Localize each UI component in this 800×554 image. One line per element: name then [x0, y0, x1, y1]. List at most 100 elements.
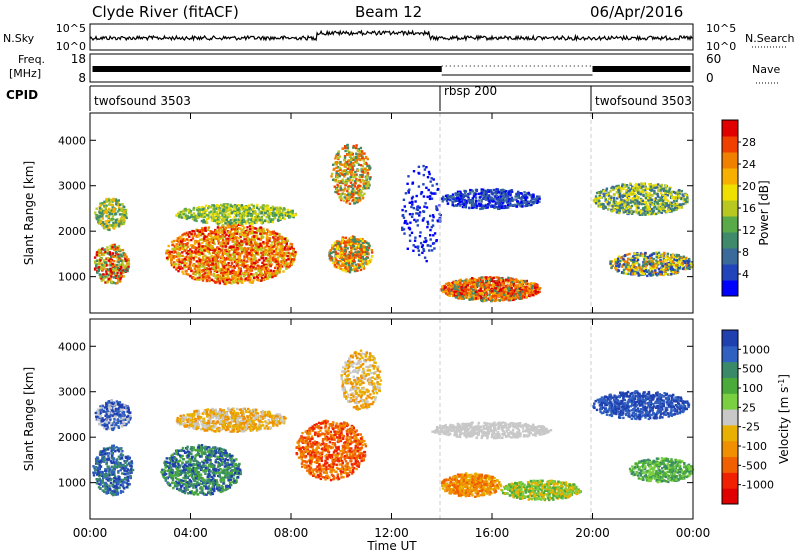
data-cell: [208, 252, 211, 255]
data-cell: [458, 200, 461, 204]
data-cell: [442, 195, 445, 199]
data-cell: [277, 252, 280, 255]
data-cell: [235, 259, 239, 263]
data-cell: [268, 233, 272, 236]
data-cell: [189, 254, 192, 257]
data-cell: [476, 293, 480, 296]
data-cell: [271, 220, 275, 224]
data-cell: [507, 276, 510, 280]
data-cell: [226, 267, 230, 271]
data-cell: [446, 194, 449, 197]
data-cell: [95, 263, 98, 266]
data-cell: [182, 248, 185, 251]
data-cell: [257, 266, 260, 270]
data-cell: [192, 256, 195, 260]
data-cell: [455, 287, 458, 290]
data-cell: [257, 237, 260, 241]
data-cell: [235, 250, 238, 253]
data-cell: [510, 189, 513, 192]
data-cell: [177, 251, 180, 254]
data-cell: [248, 206, 251, 210]
data-cell: [175, 268, 178, 271]
data-cell: [218, 251, 221, 254]
data-cell: [113, 245, 117, 248]
data-cell: [106, 268, 110, 271]
data-cell: [189, 274, 192, 278]
data-cell: [248, 252, 251, 255]
data-cell: [98, 205, 101, 209]
data-cell: [102, 273, 105, 276]
data-cell: [448, 195, 451, 198]
data-cell: [200, 270, 203, 273]
data-cell: [343, 173, 346, 176]
data-cell: [226, 257, 229, 260]
data-cell: [362, 182, 365, 185]
data-cell: [125, 255, 128, 258]
data-cell: [264, 248, 267, 252]
data-cell: [334, 190, 337, 194]
data-cell: [105, 268, 108, 271]
data-cell: [101, 275, 104, 279]
data-cell: [338, 255, 341, 259]
data-cell: [212, 218, 215, 222]
data-cell: [246, 226, 249, 229]
data-cell: [266, 269, 269, 272]
data-cell: [99, 219, 103, 222]
data-cell: [468, 282, 472, 286]
data-cell: [250, 246, 254, 250]
data-cell: [360, 154, 363, 157]
data-cell: [221, 257, 225, 260]
data-cell: [340, 247, 343, 250]
data-cell: [342, 189, 345, 192]
data-cell: [534, 291, 537, 294]
data-cell: [220, 249, 223, 252]
data-cell: [240, 231, 243, 234]
data-cell: [294, 213, 297, 216]
data-cell: [276, 241, 280, 244]
data-cell: [338, 155, 342, 158]
data-cell: [121, 222, 124, 226]
data-cell: [173, 262, 176, 265]
data-cell: [267, 208, 271, 211]
data-cell: [501, 192, 504, 195]
data-cell: [98, 207, 102, 210]
data-cell: [452, 196, 455, 199]
noise-right-label: N.Search: [745, 32, 795, 45]
data-cell: [536, 291, 540, 294]
data-cell: [107, 197, 111, 201]
data-cell: [214, 210, 217, 213]
data-cell: [266, 210, 269, 213]
data-cell: [222, 208, 225, 211]
noise-panel-frame: [89, 23, 694, 51]
data-cell: [221, 239, 225, 242]
data-cell: [211, 248, 214, 251]
data-cell: [350, 268, 353, 271]
data-cell: [235, 212, 238, 216]
data-cell: [180, 258, 183, 261]
data-cell: [97, 266, 101, 269]
data-cell: [189, 211, 192, 215]
data-cell: [243, 233, 247, 237]
data-cell: [123, 212, 127, 215]
data-cell: [246, 253, 249, 256]
data-cell: [339, 267, 342, 270]
data-cell: [113, 243, 116, 247]
data-cell: [512, 282, 516, 286]
data-cell: [217, 264, 220, 267]
data-cell: [262, 240, 265, 244]
data-cell: [123, 219, 126, 222]
data-cell: [174, 250, 177, 254]
data-cell: [240, 240, 243, 243]
data-cell: [119, 264, 123, 268]
data-cell: [294, 252, 297, 255]
data-cell: [361, 187, 365, 190]
data-cell: [330, 175, 333, 178]
data-cell: [104, 250, 107, 254]
data-cell: [527, 191, 530, 195]
data-cell: [242, 226, 246, 229]
data-cell: [273, 240, 276, 243]
data-cell: [485, 197, 488, 200]
data-cell: [337, 240, 341, 243]
data-cell: [511, 290, 514, 294]
